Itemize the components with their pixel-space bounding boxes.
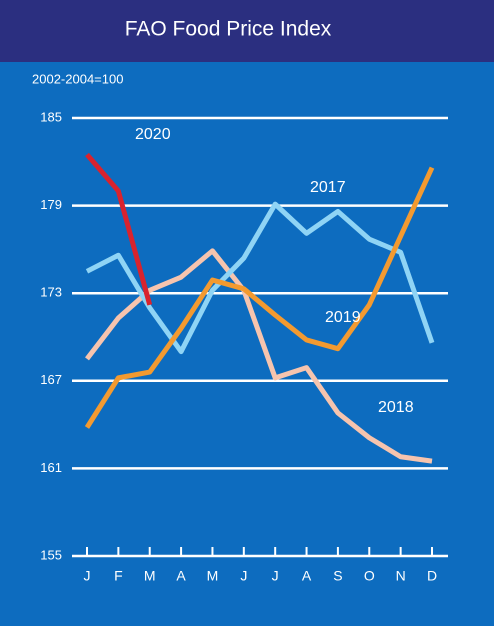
x-tick-label: J <box>272 568 279 584</box>
x-tick-label: S <box>333 568 342 584</box>
x-tick-label: D <box>427 568 437 584</box>
x-tick-label: O <box>364 568 375 584</box>
y-tick-label: 167 <box>40 372 62 387</box>
series-line <box>84 166 435 429</box>
series-label: 2018 <box>378 399 414 416</box>
x-tick-label: J <box>84 568 91 584</box>
series-line <box>85 152 153 306</box>
y-axis-label: 2002-2004=100 <box>32 71 123 86</box>
y-tick-label: 179 <box>40 197 62 212</box>
series-line <box>85 201 435 355</box>
x-tick-label: M <box>207 568 219 584</box>
chart-title: FAO Food Price Index <box>125 18 332 41</box>
y-tick-label: 173 <box>40 285 62 300</box>
x-tick-label: N <box>396 568 406 584</box>
series-label: 2020 <box>135 126 171 143</box>
y-tick-label: 185 <box>40 109 62 124</box>
y-tick-label: 155 <box>40 547 62 562</box>
series-label: 2019 <box>325 309 361 326</box>
x-tick-label: M <box>144 568 156 584</box>
x-tick-label: A <box>302 568 312 584</box>
x-tick-label: J <box>240 568 247 584</box>
series-label: 2017 <box>310 179 346 196</box>
y-tick-label: 161 <box>40 460 62 475</box>
header-band <box>0 0 494 62</box>
x-tick-label: A <box>176 568 186 584</box>
x-tick-label: F <box>114 568 123 584</box>
